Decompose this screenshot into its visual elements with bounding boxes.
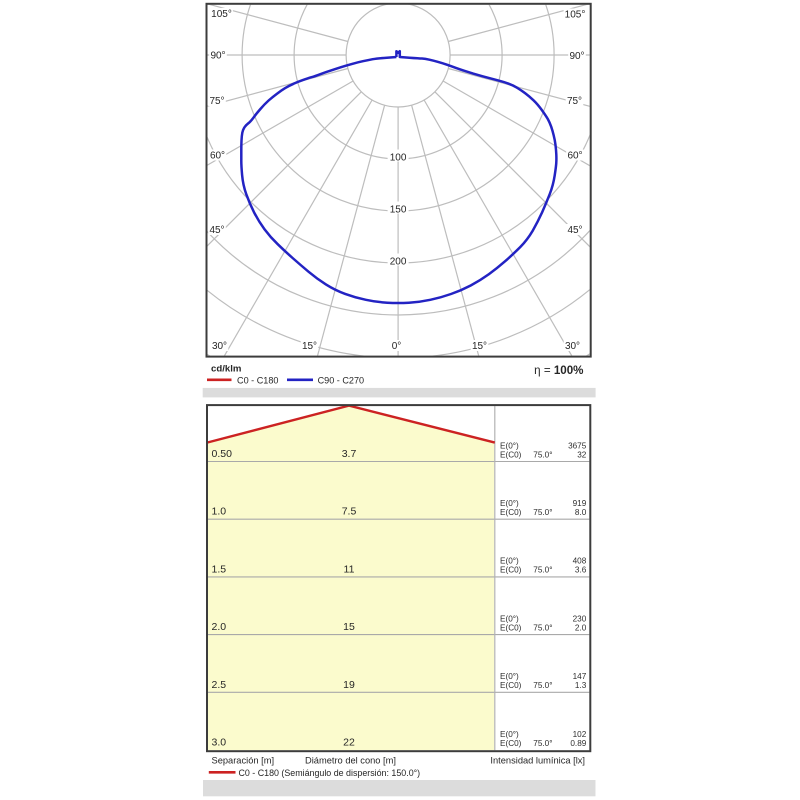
svg-text:3.6: 3.6	[575, 566, 587, 575]
svg-text:32: 32	[577, 450, 587, 459]
svg-text:cd/klm: cd/klm	[211, 364, 241, 375]
svg-text:E(0°): E(0°)	[500, 499, 519, 508]
svg-text:150: 150	[390, 205, 407, 216]
svg-text:919: 919	[573, 499, 587, 508]
svg-text:90°: 90°	[210, 51, 225, 62]
svg-text:2.0: 2.0	[575, 623, 587, 632]
svg-text:3.7: 3.7	[342, 448, 357, 460]
svg-text:0.89: 0.89	[570, 739, 586, 748]
svg-text:Diámetro del cono [m]: Diámetro del cono [m]	[305, 756, 396, 766]
svg-text:1.0: 1.0	[212, 506, 227, 518]
svg-text:8.0: 8.0	[575, 508, 587, 517]
svg-text:75.0°: 75.0°	[533, 681, 552, 690]
svg-text:Separación [m]: Separación [m]	[212, 756, 275, 766]
svg-text:75.0°: 75.0°	[533, 623, 552, 632]
svg-text:η = 100%: η = 100%	[534, 364, 583, 377]
svg-text:30°: 30°	[212, 341, 227, 352]
svg-text:E(C0): E(C0)	[500, 739, 522, 748]
svg-text:C0 - C180 (Semiángulo de dispe: C0 - C180 (Semiángulo de dispersión: 150…	[239, 768, 421, 778]
svg-text:15°: 15°	[472, 341, 487, 352]
svg-text:100: 100	[390, 153, 407, 164]
svg-text:15°: 15°	[302, 341, 317, 352]
svg-text:C90 - C270: C90 - C270	[318, 376, 365, 386]
svg-text:105°: 105°	[565, 10, 586, 21]
svg-text:60°: 60°	[567, 151, 582, 162]
svg-text:102: 102	[573, 730, 587, 739]
svg-text:E(0°): E(0°)	[500, 614, 519, 623]
svg-text:E(C0): E(C0)	[500, 681, 522, 690]
svg-text:75.0°: 75.0°	[533, 566, 552, 575]
svg-text:E(C0): E(C0)	[500, 566, 522, 575]
svg-text:11: 11	[344, 563, 355, 575]
svg-text:22: 22	[343, 737, 355, 749]
svg-text:30°: 30°	[565, 341, 580, 352]
svg-text:E(C0): E(C0)	[500, 508, 522, 517]
svg-text:75.0°: 75.0°	[533, 508, 552, 517]
svg-text:E(C0): E(C0)	[500, 623, 522, 632]
svg-text:45°: 45°	[567, 225, 582, 236]
svg-text:19: 19	[343, 679, 355, 691]
svg-text:75°: 75°	[567, 96, 582, 107]
svg-text:0.50: 0.50	[212, 448, 233, 460]
svg-text:60°: 60°	[210, 151, 225, 162]
svg-text:90°: 90°	[569, 51, 584, 62]
svg-text:E(0°): E(0°)	[500, 730, 519, 739]
svg-text:2.0: 2.0	[212, 621, 227, 633]
svg-text:E(C0): E(C0)	[500, 450, 522, 459]
svg-text:1.5: 1.5	[212, 563, 227, 575]
svg-text:105°: 105°	[211, 9, 232, 20]
svg-text:408: 408	[573, 557, 587, 566]
svg-text:147: 147	[573, 672, 587, 681]
svg-text:E(0°): E(0°)	[500, 441, 519, 450]
svg-text:3675: 3675	[568, 441, 587, 450]
svg-text:7.5: 7.5	[342, 506, 357, 518]
svg-text:3.0: 3.0	[212, 737, 227, 749]
svg-text:2.5: 2.5	[212, 679, 227, 691]
svg-text:Intensidad lumínica [lx]: Intensidad lumínica [lx]	[490, 756, 585, 766]
svg-text:C0 - C180: C0 - C180	[237, 376, 278, 386]
svg-text:0°: 0°	[392, 341, 402, 352]
svg-text:E(0°): E(0°)	[500, 557, 519, 566]
svg-text:75.0°: 75.0°	[533, 739, 552, 748]
svg-text:E(0°): E(0°)	[500, 672, 519, 681]
svg-text:75.0°: 75.0°	[533, 450, 552, 459]
svg-text:230: 230	[573, 614, 587, 623]
svg-text:1.3: 1.3	[575, 681, 587, 690]
svg-text:15: 15	[343, 621, 355, 633]
svg-text:200: 200	[390, 257, 407, 268]
svg-text:45°: 45°	[209, 225, 224, 236]
svg-text:75°: 75°	[209, 96, 224, 107]
